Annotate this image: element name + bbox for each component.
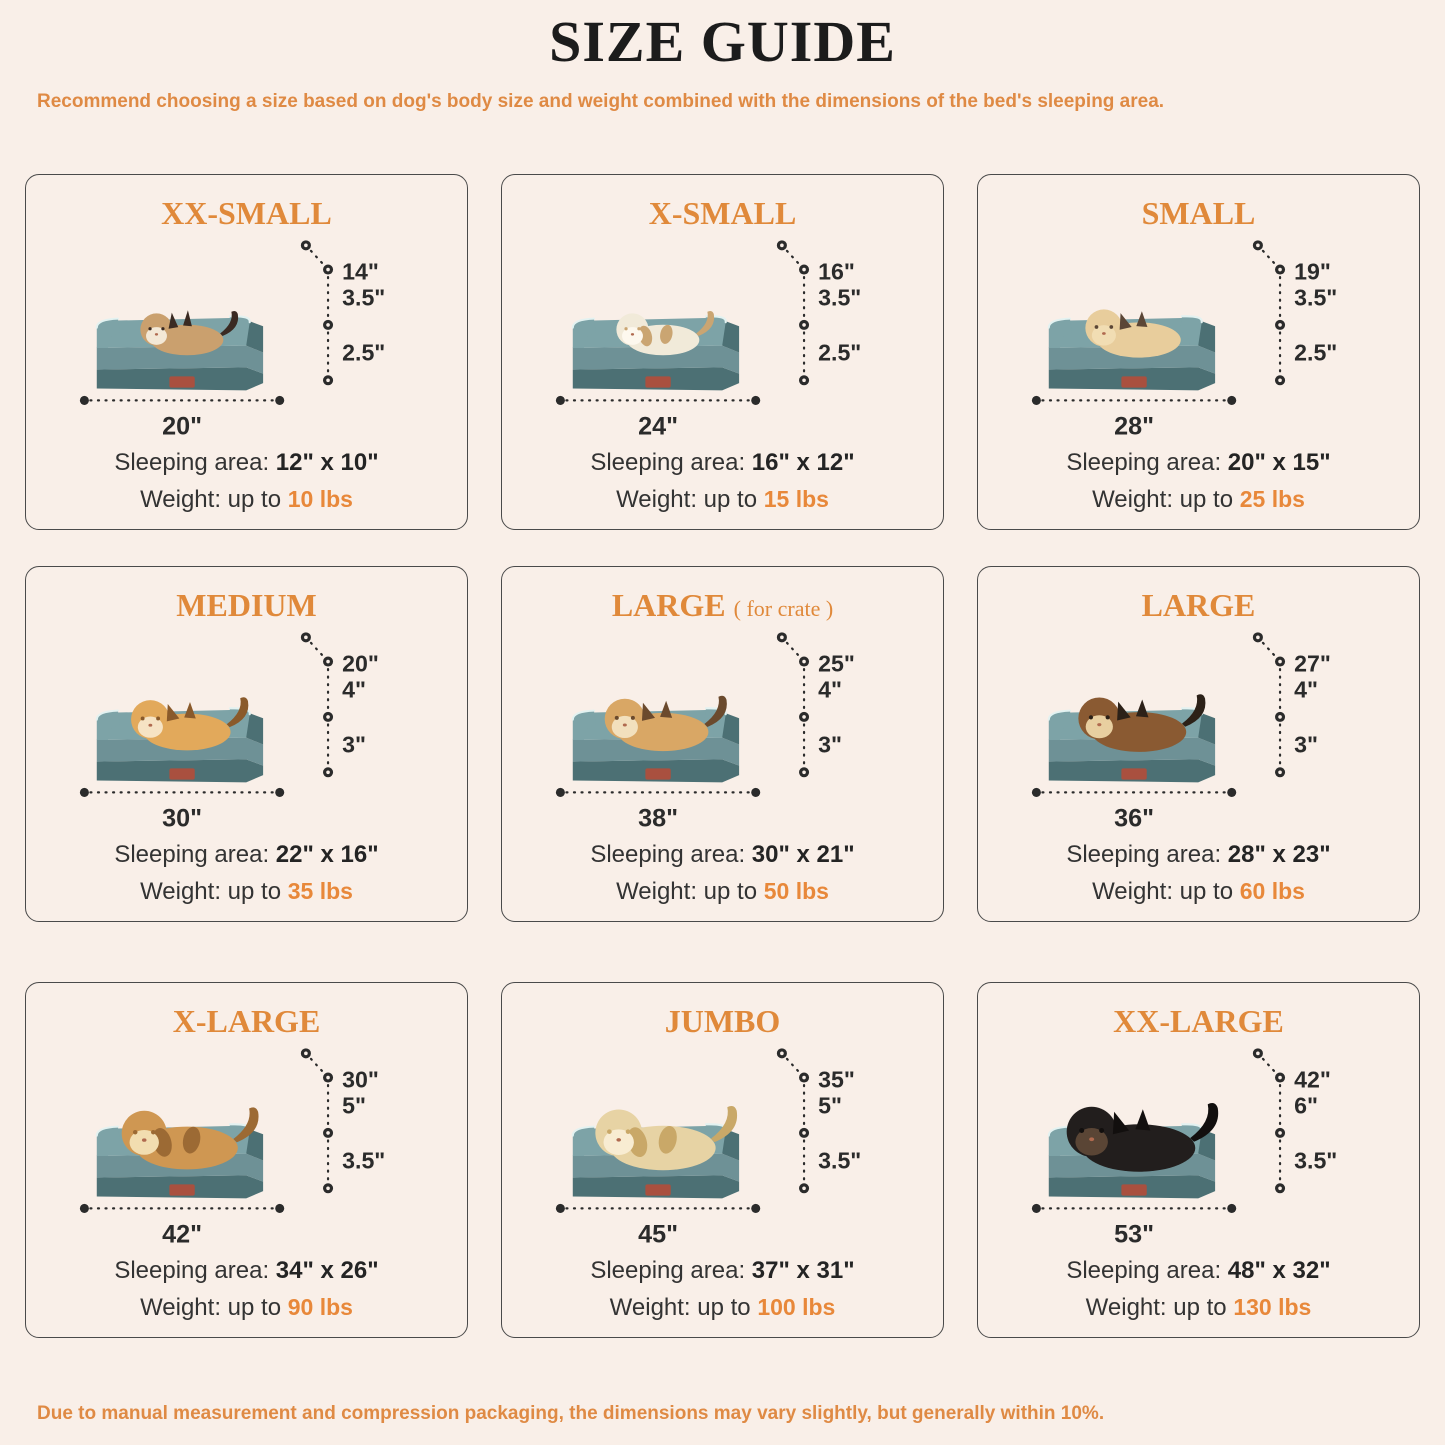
svg-text:6": 6" <box>1294 1092 1318 1118</box>
svg-text:24": 24" <box>638 413 678 441</box>
svg-text:2.5": 2.5" <box>1294 340 1337 366</box>
svg-text:30": 30" <box>162 805 202 833</box>
svg-text:4": 4" <box>1294 676 1318 702</box>
svg-text:20": 20" <box>162 413 202 441</box>
svg-text:38": 38" <box>638 805 678 833</box>
svg-text:27": 27" <box>1294 651 1331 677</box>
svg-text:42": 42" <box>1294 1067 1331 1093</box>
svg-text:25": 25" <box>818 651 855 677</box>
svg-text:45": 45" <box>638 1221 678 1249</box>
svg-text:36": 36" <box>1114 805 1154 833</box>
svg-text:3.5": 3.5" <box>342 1148 385 1174</box>
svg-text:3.5": 3.5" <box>1294 1148 1337 1174</box>
svg-text:4": 4" <box>342 676 366 702</box>
svg-text:5": 5" <box>342 1092 366 1118</box>
svg-text:4": 4" <box>818 676 842 702</box>
svg-text:14": 14" <box>342 259 379 285</box>
svg-text:42": 42" <box>162 1221 202 1249</box>
svg-text:3": 3" <box>1294 732 1318 758</box>
svg-text:3.5": 3.5" <box>342 284 385 310</box>
svg-text:28": 28" <box>1114 413 1154 441</box>
svg-text:3.5": 3.5" <box>1294 284 1337 310</box>
svg-text:19": 19" <box>1294 259 1331 285</box>
svg-text:30": 30" <box>342 1067 379 1093</box>
svg-text:3": 3" <box>342 732 366 758</box>
svg-text:53": 53" <box>1114 1221 1154 1249</box>
svg-text:3": 3" <box>818 732 842 758</box>
svg-text:2.5": 2.5" <box>342 340 385 366</box>
svg-text:35": 35" <box>818 1067 855 1093</box>
svg-text:16": 16" <box>818 259 855 285</box>
svg-text:3.5": 3.5" <box>818 284 861 310</box>
svg-text:2.5": 2.5" <box>818 340 861 366</box>
svg-text:3.5": 3.5" <box>818 1148 861 1174</box>
svg-text:5": 5" <box>818 1092 842 1118</box>
svg-text:20": 20" <box>342 651 379 677</box>
